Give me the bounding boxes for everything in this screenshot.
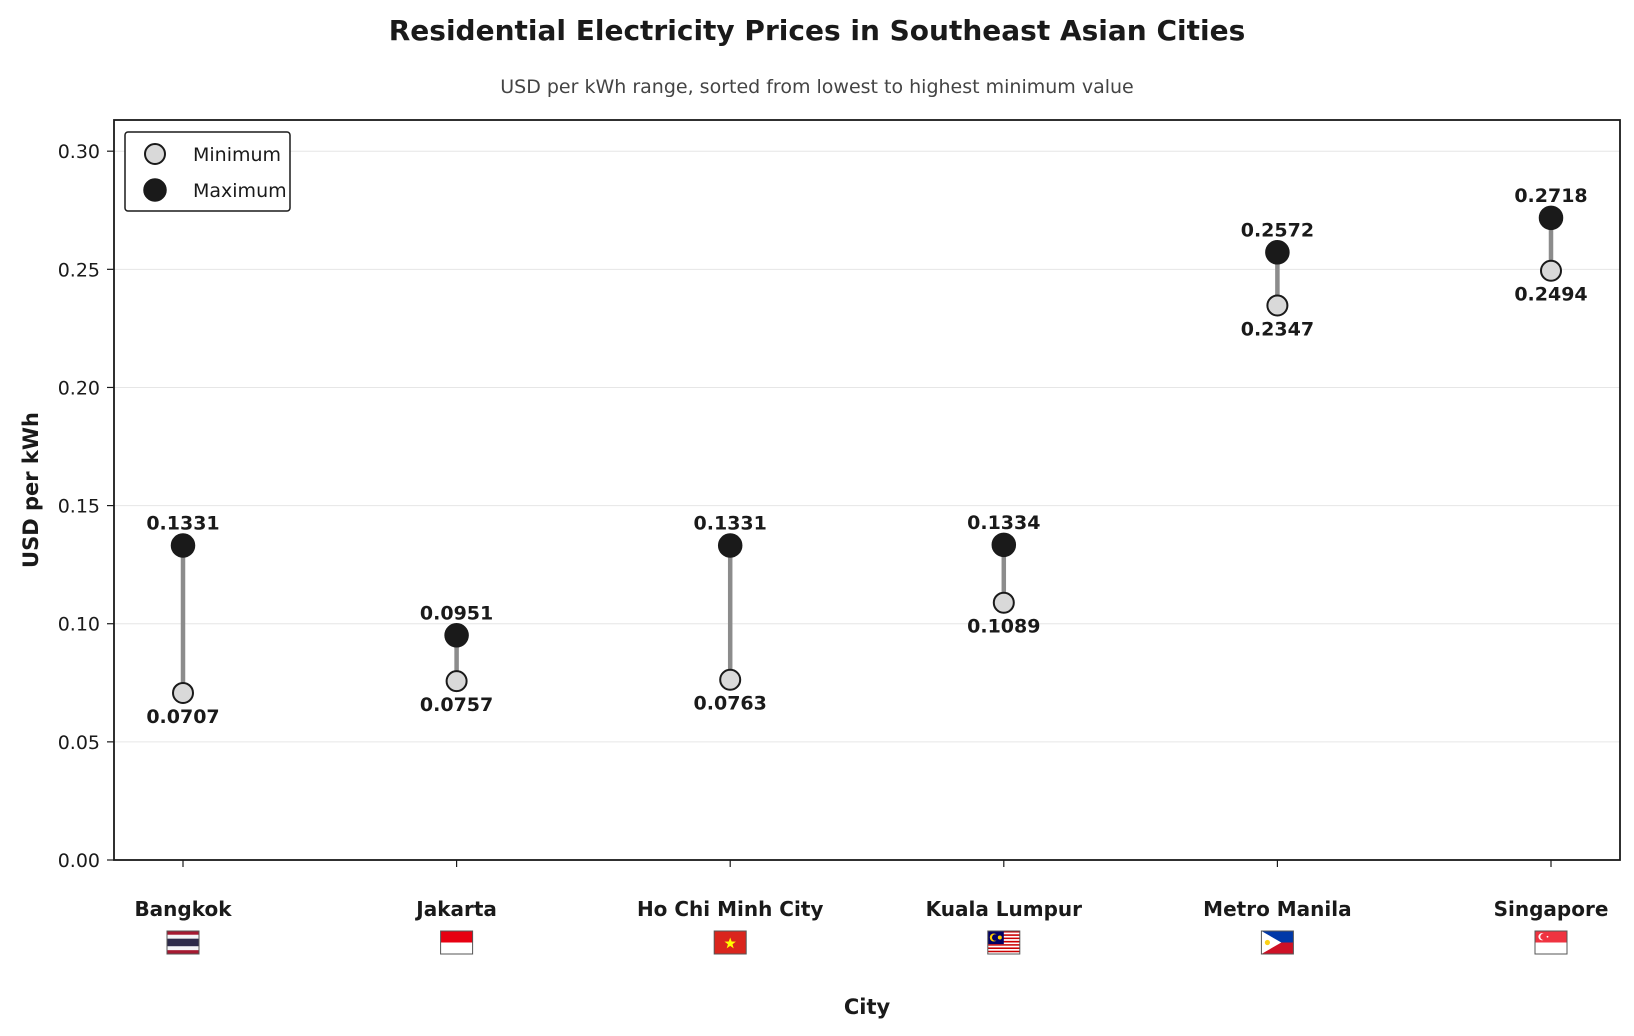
x-axis-label: City xyxy=(844,995,891,1019)
min-point xyxy=(445,670,468,693)
x-tick-label: Kuala Lumpur xyxy=(926,897,1083,921)
min-value-label: 0.2347 xyxy=(1241,318,1314,340)
max-value-label: 0.2572 xyxy=(1241,219,1314,241)
max-point xyxy=(991,532,1017,558)
legend-label: Maximum xyxy=(193,180,287,202)
singapore-flag-icon xyxy=(1534,930,1568,955)
max-value-label: 0.2718 xyxy=(1514,185,1587,207)
y-tick-label: 0.05 xyxy=(58,732,100,754)
dumbbell-singapore: 0.2718 0.2494 xyxy=(1514,185,1587,306)
legend: Minimum Maximum xyxy=(124,131,291,212)
min-value-label: 0.2494 xyxy=(1514,284,1587,306)
y-axis-label: USD per kWh xyxy=(19,412,43,568)
x-tick-label: Bangkok xyxy=(134,897,232,921)
legend-marker xyxy=(143,178,167,202)
dumbbell-jakarta: 0.0951 0.0757 xyxy=(420,602,493,716)
min-point xyxy=(992,591,1015,614)
min-point xyxy=(1266,294,1289,317)
y-tick-label: 0.30 xyxy=(58,141,100,163)
x-tick-label: Jakarta xyxy=(414,897,497,921)
min-value-label: 0.0757 xyxy=(420,694,493,716)
max-point xyxy=(444,623,469,648)
min-point xyxy=(172,681,194,704)
malaysia-flag-icon xyxy=(987,930,1021,955)
max-value-label: 0.1331 xyxy=(146,513,219,535)
y-tick-label: 0.10 xyxy=(58,614,100,636)
x-tick-label: Ho Chi Minh City xyxy=(637,897,824,921)
max-value-label: 0.1334 xyxy=(967,512,1040,534)
plot-frame xyxy=(113,119,1621,861)
dumbbell-metro-manila: 0.2572 0.2347 xyxy=(1241,219,1314,340)
max-point xyxy=(1265,240,1290,265)
max-point xyxy=(717,533,743,558)
y-tick-label: 0.15 xyxy=(58,496,100,518)
dumbbell-bangkok: 0.1331 0.0707 xyxy=(146,513,219,728)
min-point xyxy=(1540,259,1562,282)
indonesia-flag-icon xyxy=(440,930,474,955)
min-point xyxy=(719,668,742,691)
chart-title: Residential Electricity Prices in Southe… xyxy=(388,14,1246,47)
vietnam-flag-icon xyxy=(713,930,747,955)
max-point xyxy=(1538,205,1564,231)
x-tick-label: Metro Manila xyxy=(1203,897,1351,921)
y-tick-label: 0.20 xyxy=(58,377,100,399)
max-value-label: 0.1331 xyxy=(694,513,767,535)
legend-item-maximum: Maximum xyxy=(143,178,287,202)
y-tick-label: 0.00 xyxy=(58,850,100,872)
thailand-flag-icon xyxy=(166,930,200,955)
dumbbell-ho-chi-minh-city: 0.1331 0.0763 xyxy=(694,513,767,715)
x-tick-label: Singapore xyxy=(1494,897,1609,921)
min-value-label: 0.0763 xyxy=(694,693,767,715)
max-point xyxy=(170,533,196,558)
legend-item-minimum: Minimum xyxy=(144,143,281,166)
legend-label: Minimum xyxy=(193,144,281,166)
max-value-label: 0.0951 xyxy=(420,602,493,624)
philippines-flag-icon xyxy=(1260,930,1294,955)
dumbbell-kuala-lumpur: 0.1334 0.1089 xyxy=(967,512,1040,638)
y-tick-label: 0.25 xyxy=(58,259,100,281)
legend-marker xyxy=(144,143,166,165)
min-value-label: 0.1089 xyxy=(967,616,1040,638)
min-value-label: 0.0707 xyxy=(146,706,219,728)
chart-subtitle: USD per kWh range, sorted from lowest to… xyxy=(500,76,1134,98)
